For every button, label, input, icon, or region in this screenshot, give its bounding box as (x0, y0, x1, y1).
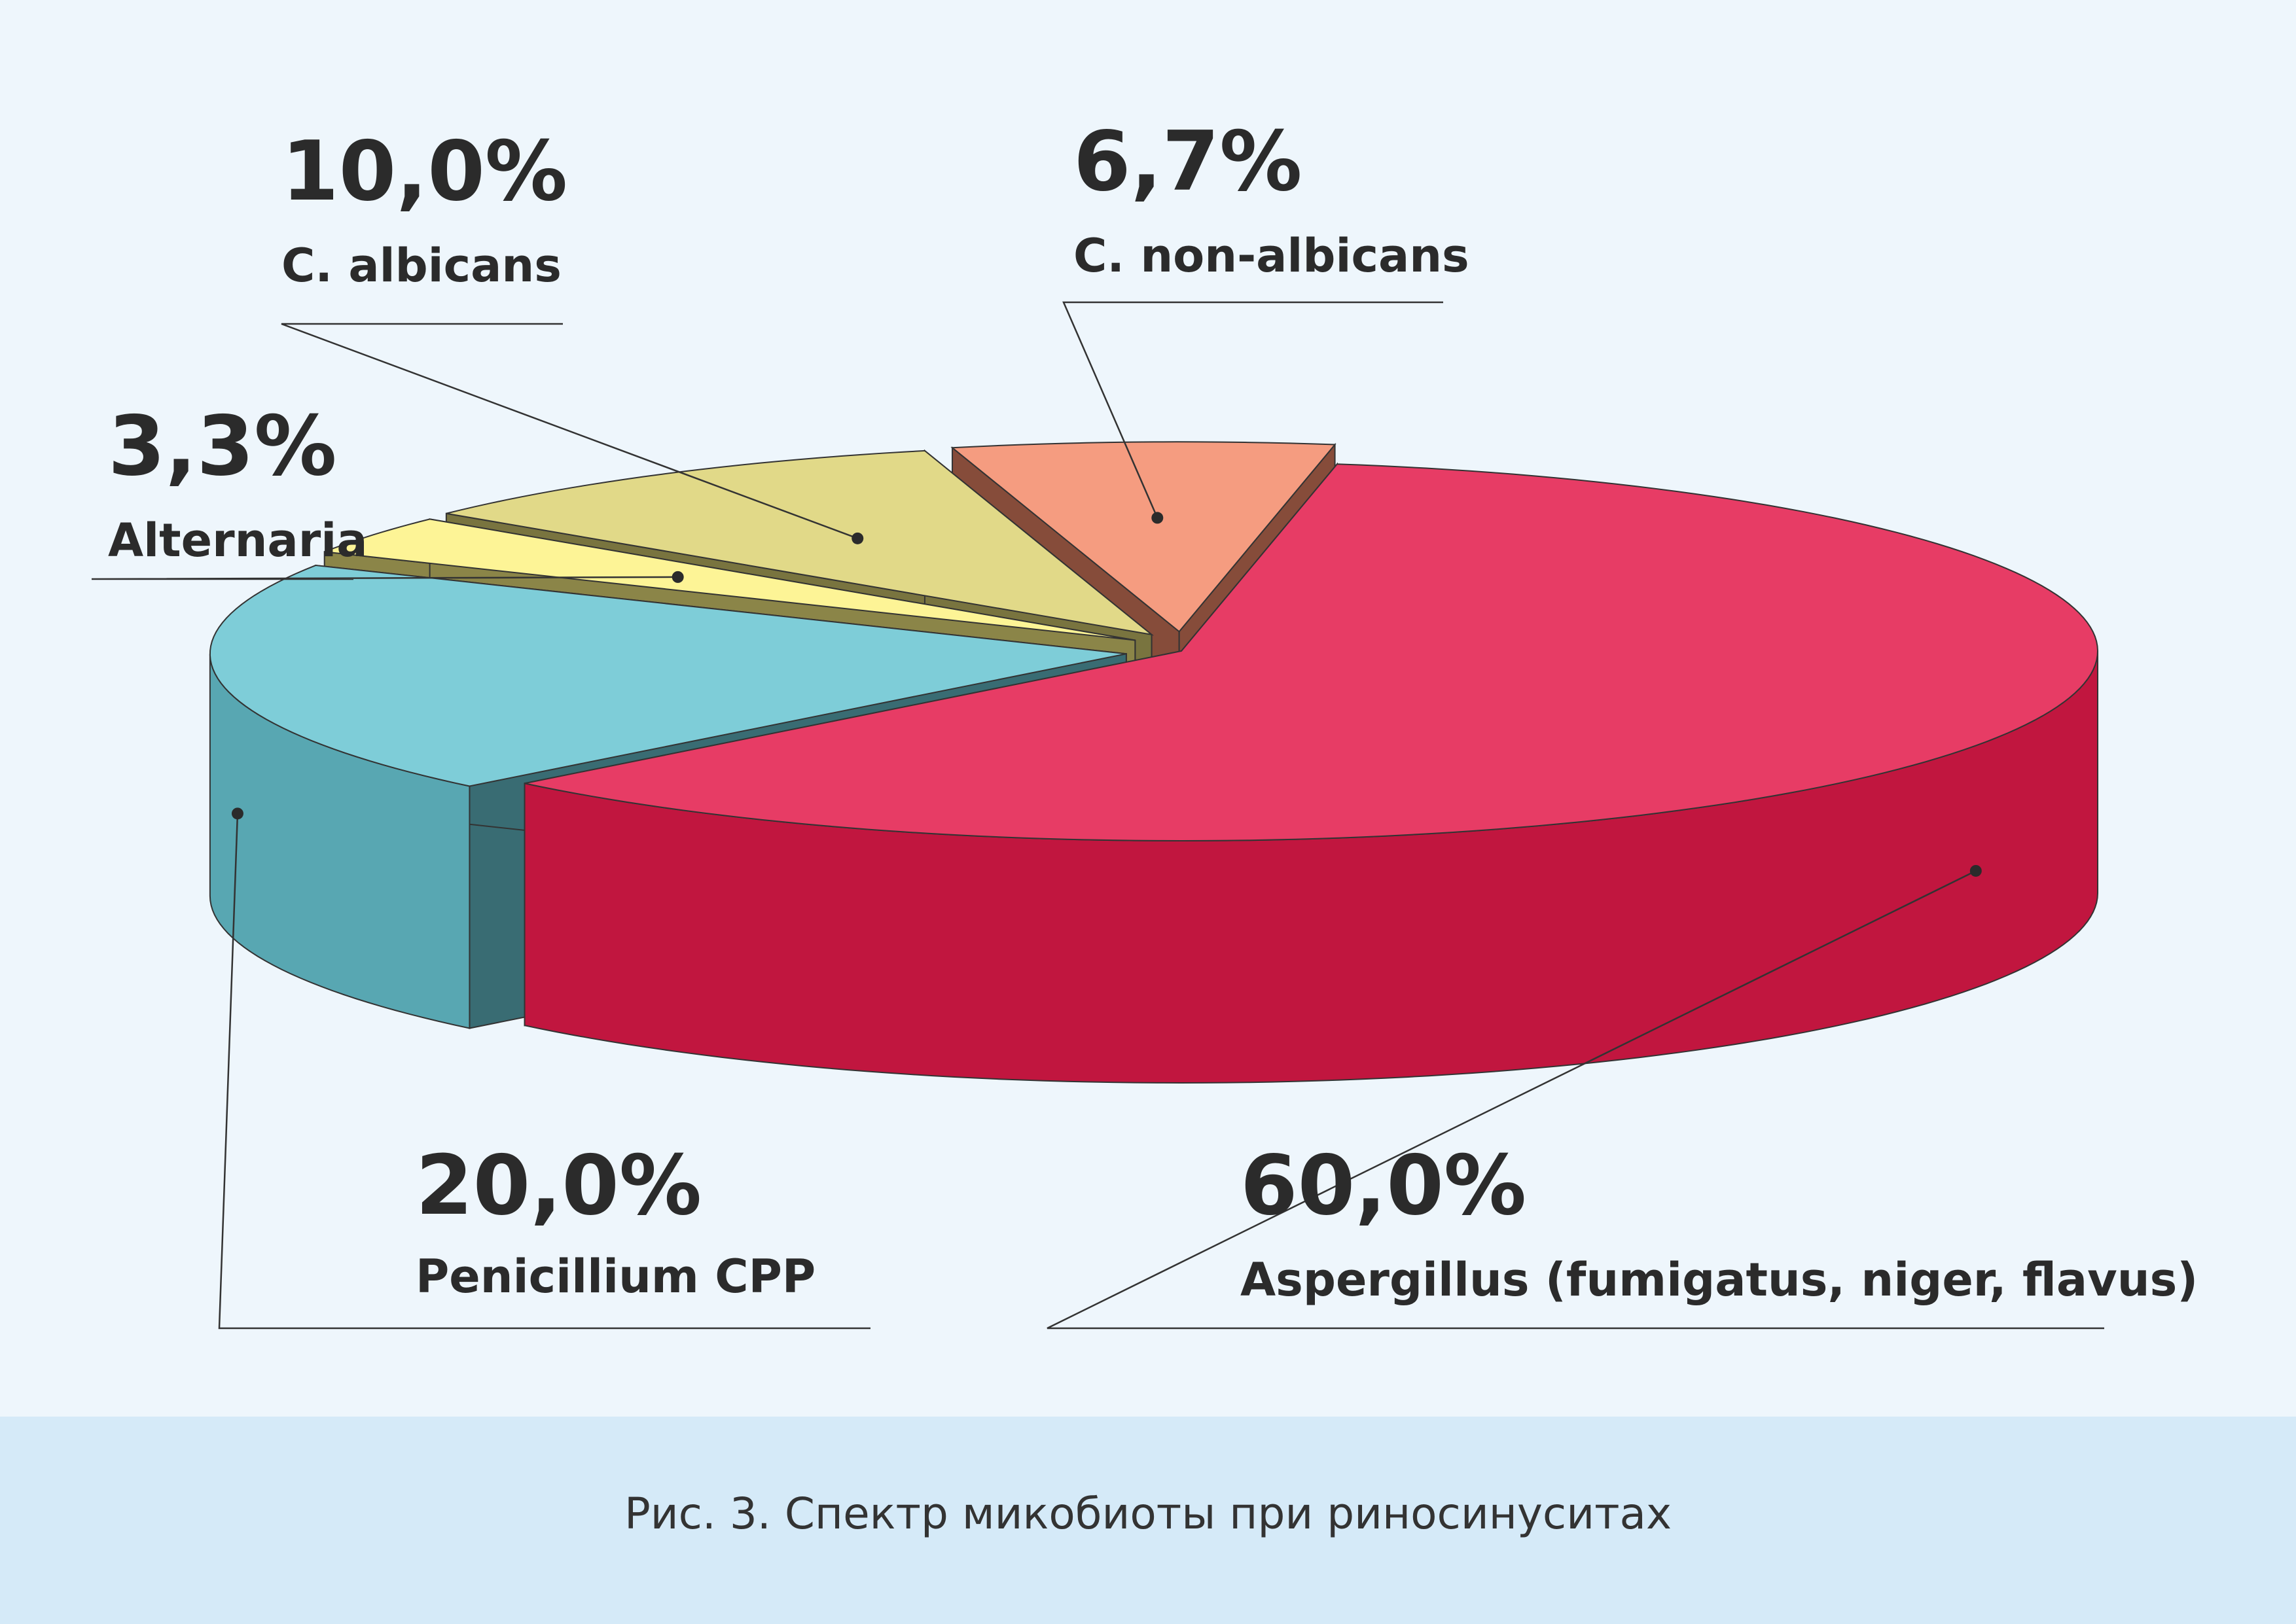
chart-area: 60,0% Aspergillus (fumigatus, niger, fla… (91, 113, 2198, 1330)
pct-label-penicillium: 20,0% (416, 1137, 702, 1233)
leader-line-aspergillus-fumigatus-niger-flavus (1047, 870, 2104, 1330)
slice-aspergillus-fumigatus-niger-flavus (524, 462, 2099, 1084)
name-label-penicillium: Penicillium CPP (416, 1250, 816, 1303)
slice-c-albicans-top (446, 450, 1155, 636)
pct-label-c-non-albicans: 6,7% (1073, 113, 1302, 209)
slice-aspergillus-fumigatus-niger-flavus-top (524, 463, 2099, 842)
pct-label-c-albicans: 10,0% (281, 123, 567, 219)
slice-penicillium-cpp-top (209, 565, 1127, 787)
leader-dot-penicillium-cpp (231, 807, 243, 820)
leader-dot-alternaria (672, 571, 684, 583)
figure-caption: Рис. 3. Спектр микобиоты при риносинусит… (624, 1489, 1672, 1539)
name-label-c-non-albicans: C. non-albicans (1073, 229, 1469, 283)
pct-label-aspergillus: 60,0% (1240, 1137, 1526, 1233)
pct-label-alternaria: 3,3% (108, 398, 336, 494)
leader-line-penicillium-cpp (218, 813, 870, 1330)
leader-line-alternaria (91, 576, 678, 580)
name-label-alternaria: Alternaria (108, 514, 367, 567)
pie-slices (209, 441, 2099, 1084)
slice-alternaria-top (324, 518, 1136, 641)
leader-line-c-albicans (281, 323, 858, 540)
name-label-c-albicans: C. albicans (281, 239, 562, 292)
pie-chart: 60,0% Aspergillus (fumigatus, niger, fla… (91, 113, 2198, 1330)
slice-c-non-albicans-top (950, 441, 1336, 633)
leader-lines (91, 301, 2104, 1330)
slice-penicillium-cpp (209, 564, 1127, 1029)
leader-line-c-non-albicans (1062, 301, 1443, 518)
leader-dot-c-albicans (852, 532, 864, 544)
name-label-aspergillus: Aspergillus (fumigatus, niger, flavus) (1240, 1253, 2198, 1307)
caption-band: Рис. 3. Спектр микобиоты при риносинусит… (0, 1417, 2296, 1624)
leader-dot-aspergillus-fumigatus-niger-flavus (1969, 864, 1982, 877)
leader-dot-c-non-albicans (1151, 512, 1164, 524)
